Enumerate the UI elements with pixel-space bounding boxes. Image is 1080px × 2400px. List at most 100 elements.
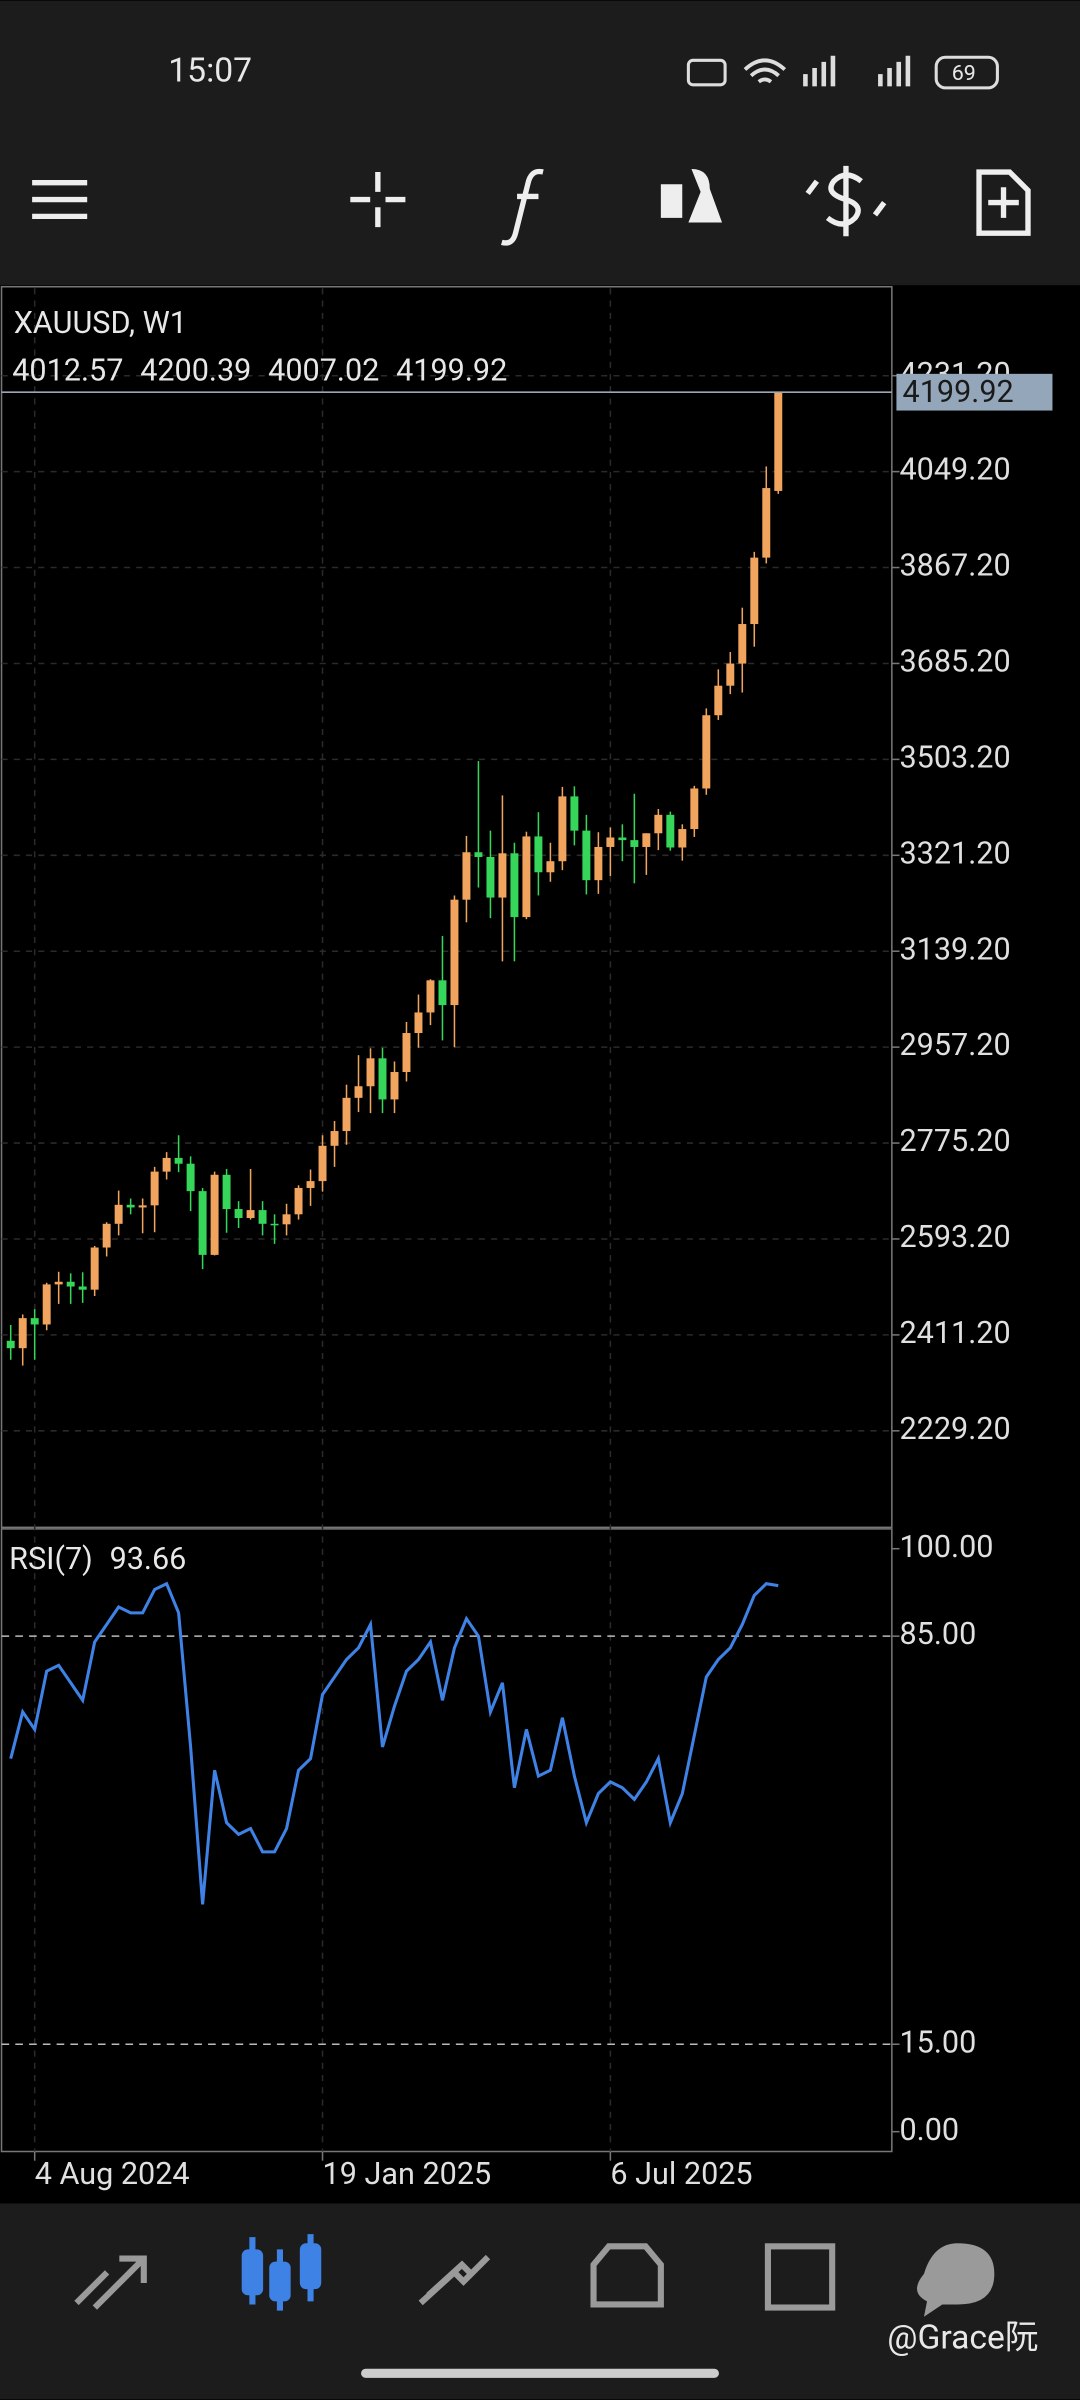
chat-tab[interactable]: [917, 2243, 995, 2317]
candle-body: [522, 836, 531, 918]
candle-body: [678, 829, 687, 848]
candle-body: [714, 685, 723, 716]
candle-body: [54, 1281, 63, 1285]
bottom-nav: [0, 2203, 1080, 2400]
candle-body: [66, 1281, 75, 1287]
candle-body: [654, 814, 663, 834]
candle-body: [246, 1210, 255, 1219]
y-tick-label: 2411.20: [899, 1316, 1010, 1351]
candle-body: [234, 1209, 243, 1219]
candle-body: [6, 1340, 15, 1349]
nav-icons: [74, 2234, 995, 2317]
candle-body: [402, 1033, 411, 1073]
candle-body: [594, 846, 603, 881]
candle-body: [258, 1210, 267, 1224]
candle-body: [570, 796, 579, 831]
news-tab[interactable]: [764, 2243, 836, 2311]
candle-body: [186, 1163, 195, 1192]
close-value: 4199.92: [396, 353, 507, 388]
y-tick-label: 4049.20: [899, 453, 1010, 488]
indicators-button[interactable]: [501, 168, 544, 246]
candle-body: [174, 1157, 183, 1164]
top-bar: [0, 0, 1080, 286]
candle-body: [510, 853, 519, 918]
candle-body: [486, 856, 495, 898]
quotes-tab[interactable]: [74, 2255, 147, 2310]
candle-body: [450, 899, 459, 1006]
candle-body: [390, 1072, 399, 1100]
chart-layer: 4231.204049.203867.203685.203503.203321.…: [1, 288, 1053, 2192]
candle-body: [138, 1205, 147, 1208]
candle-body: [306, 1181, 315, 1188]
candle-body: [330, 1131, 339, 1146]
trade-button[interactable]: [805, 165, 887, 237]
rsi-current: 93.66: [110, 1542, 187, 1577]
candle-body: [762, 488, 771, 558]
x-tick-label: 6 Jul 2025: [610, 2157, 752, 2192]
y-tick-label: 3867.20: [899, 549, 1010, 584]
low-value: 4007.02: [268, 353, 379, 388]
candle-body: [606, 837, 615, 847]
x-tick-label: 19 Jan 2025: [323, 2157, 492, 2192]
candle-body: [726, 663, 735, 686]
candle-body: [414, 1012, 423, 1034]
candle-body: [222, 1174, 231, 1210]
candle-body: [354, 1086, 363, 1098]
candle-body: [150, 1171, 159, 1206]
candle-body: [270, 1223, 279, 1226]
candle-body: [738, 624, 747, 664]
rsi-title: RSI(7) 93.66: [9, 1542, 186, 1577]
candle-body: [774, 392, 783, 491]
ohlc-readout: 4012.57 4200.39 4007.02 4199.92: [12, 353, 507, 388]
candle-body: [630, 840, 639, 847]
candle-body: [702, 715, 711, 789]
objects-button[interactable]: [660, 168, 723, 223]
candle-body: [378, 1058, 387, 1100]
menu-button[interactable]: [32, 180, 88, 220]
candle-body: [342, 1097, 351, 1132]
candle-body: [126, 1204, 135, 1208]
candle-body: [474, 852, 483, 857]
trade-tab[interactable]: [418, 2254, 491, 2306]
candle-body: [102, 1223, 111, 1248]
y-tick-label: 3321.20: [899, 836, 1010, 871]
candle-body: [750, 557, 759, 625]
price-tag: 4199.92: [903, 375, 1014, 410]
chart-tab[interactable]: [241, 2234, 322, 2311]
y-tick-label: 3685.20: [899, 645, 1010, 680]
y-tick-label: 2593.20: [899, 1220, 1010, 1255]
candle-body: [18, 1318, 27, 1349]
x-tick-label: 4 Aug 2024: [35, 2157, 190, 2192]
candle-body: [198, 1191, 207, 1255]
crosshair-button[interactable]: [350, 172, 406, 228]
candle-body: [558, 796, 567, 862]
open-value: 4012.57: [12, 353, 123, 388]
history-tab[interactable]: [590, 2243, 664, 2308]
candle-body: [318, 1145, 327, 1182]
candle-body: [282, 1214, 291, 1225]
y-tick-label: 15.00: [899, 2025, 976, 2060]
high-value: 4200.39: [140, 353, 251, 388]
candle-body: [42, 1284, 51, 1325]
candle-body: [294, 1187, 303, 1215]
candle-body: [78, 1286, 87, 1290]
candle-body: [90, 1247, 99, 1290]
watermark: @Grace阮: [887, 2319, 1038, 2358]
symbol-title: XAUUSD, W1: [14, 306, 187, 341]
gesture-bar: [361, 2368, 719, 2378]
price-pane: [0, 285, 893, 1529]
rsi-line: [9, 1581, 779, 1905]
y-tick-label: 0.00: [899, 2113, 959, 2148]
toolbar: [32, 165, 1031, 246]
candle-body: [690, 788, 699, 830]
candle-body: [114, 1204, 123, 1224]
candle-body: [534, 836, 543, 873]
new-order-button[interactable]: [976, 169, 1031, 236]
battery-level: 69: [952, 61, 976, 86]
y-tick-label: 2775.20: [899, 1124, 1010, 1159]
candle-body: [582, 830, 591, 881]
candle-body: [666, 814, 675, 848]
candle-body: [426, 980, 435, 1013]
clock: 15:07: [168, 51, 252, 90]
